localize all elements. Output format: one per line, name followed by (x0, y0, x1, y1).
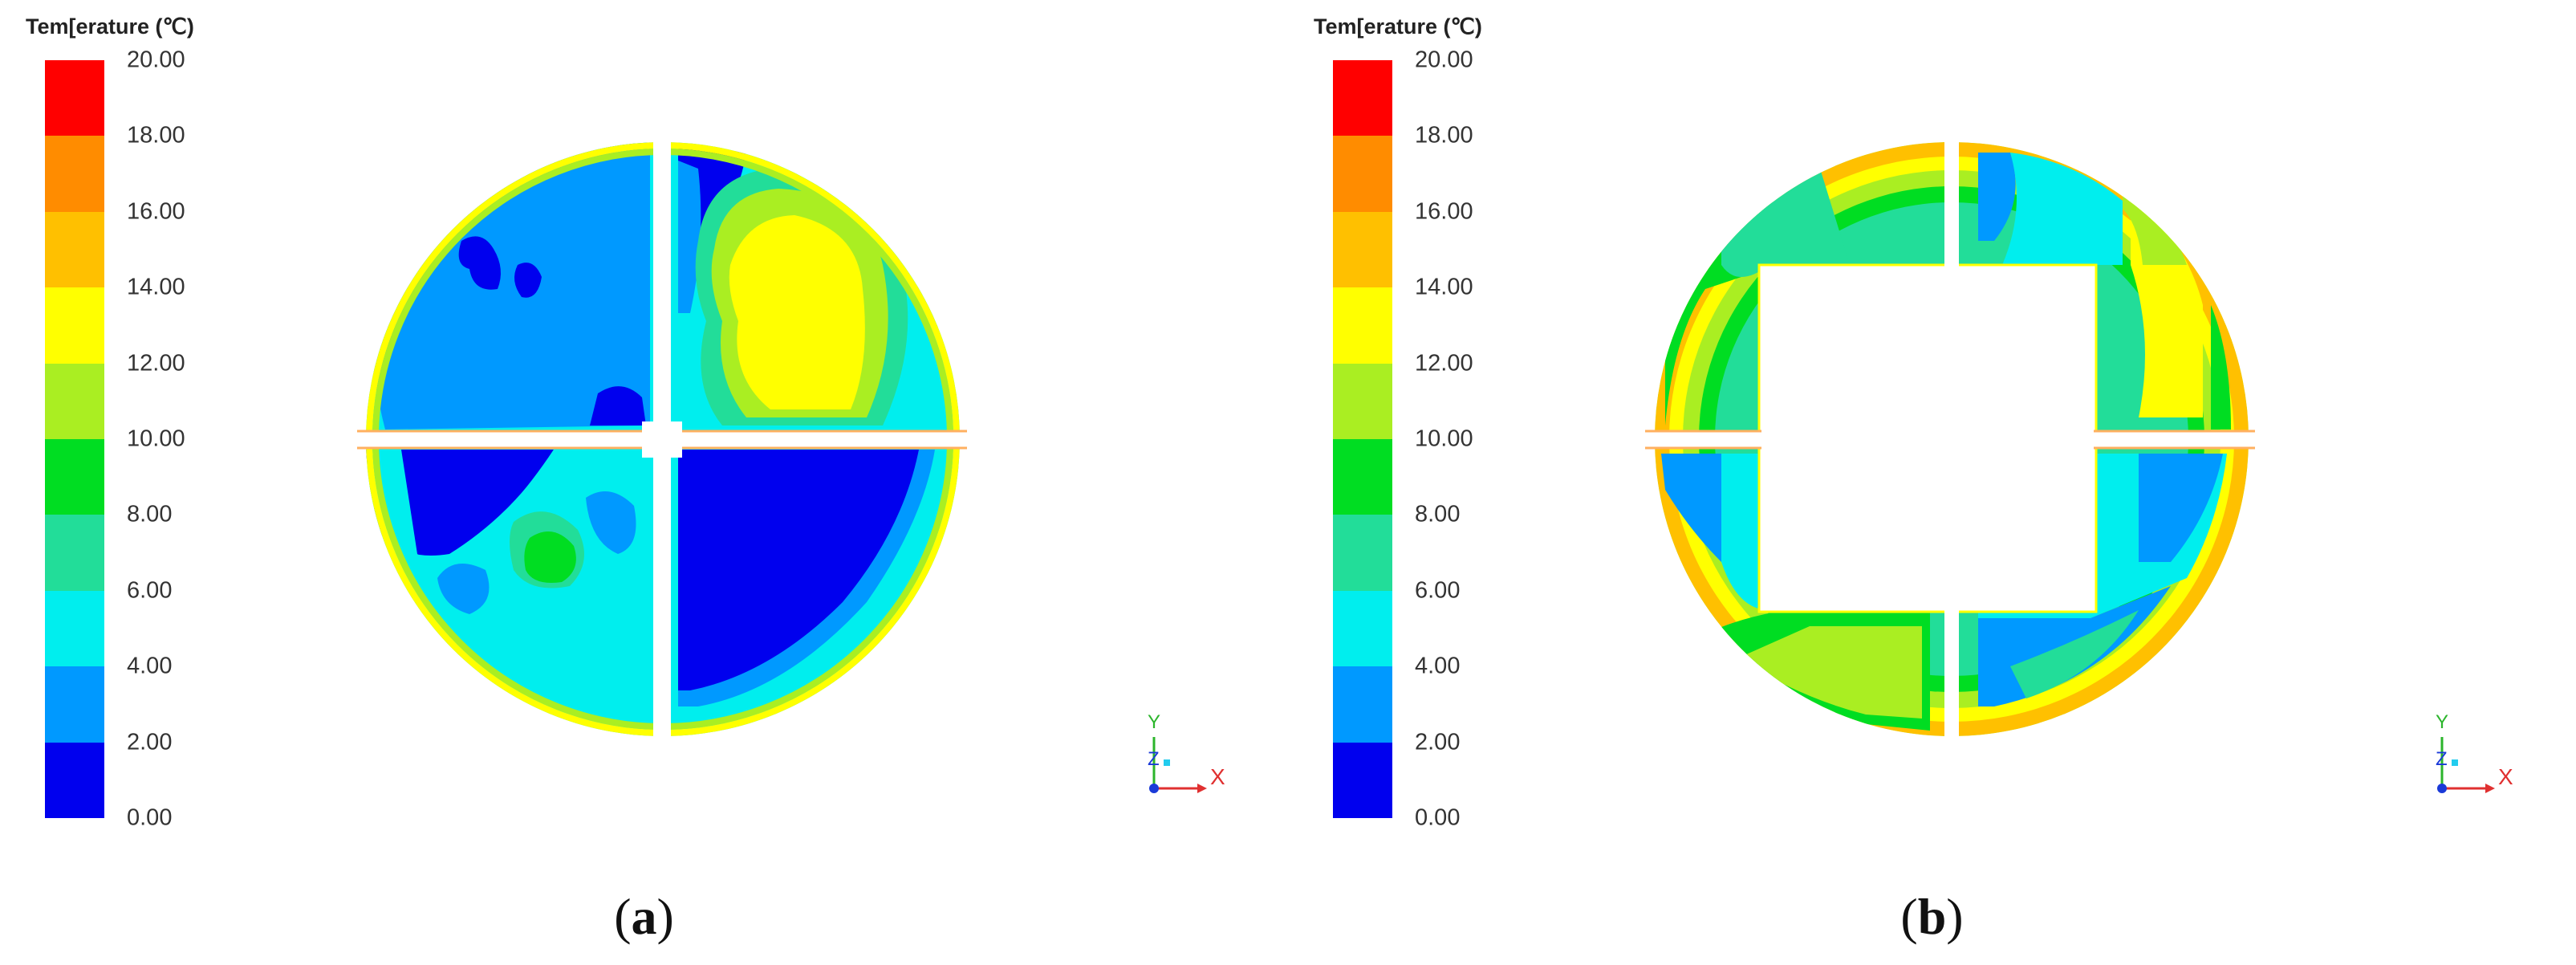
legend-swatch (1333, 666, 1392, 743)
legend-swatch (45, 590, 104, 667)
axis-x-label: X (1210, 764, 1225, 789)
legend-swatch (45, 287, 104, 364)
axis-x-label: X (2498, 764, 2513, 789)
legend-tick: 4.00 (127, 653, 173, 679)
color-legend-bar (1333, 60, 1392, 818)
legend-tick: 20.00 (1415, 47, 1473, 73)
legend-swatch (45, 363, 104, 439)
axis-y-label: Y (2436, 711, 2449, 733)
legend-tick: 12.00 (1415, 350, 1473, 377)
legend-tick: 18.00 (1415, 122, 1473, 149)
legend-swatch (45, 742, 104, 818)
axis-z-label: Z (1148, 748, 1160, 770)
legend-title: Tem[erature (℃) (1314, 14, 1482, 39)
color-legend-bar (45, 60, 104, 818)
legend-tick: 14.00 (1415, 274, 1473, 300)
legend-tick: 10.00 (127, 425, 185, 452)
legend-tick: 2.00 (127, 729, 173, 755)
legend-swatch (45, 666, 104, 743)
legend-swatch (45, 211, 104, 288)
legend-swatch (45, 438, 104, 515)
legend-tick: 10.00 (1415, 425, 1473, 452)
legend-swatch (1333, 287, 1392, 364)
legend-tick: 18.00 (127, 122, 185, 149)
legend-swatch (1333, 60, 1392, 136)
legend-tick: 6.00 (1415, 577, 1461, 604)
legend-tick: 16.00 (127, 198, 185, 225)
legend-swatch (1333, 742, 1392, 818)
panel-a: Tem[erature (℃) 20.00 18.00 16.00 14.00 … (0, 0, 1288, 945)
legend-swatch (45, 515, 104, 591)
legend-tick: 0.00 (1415, 804, 1461, 831)
axis-triad: Y Z X (2426, 711, 2522, 803)
legend-title: Tem[erature (℃) (26, 14, 194, 39)
legend-swatch (1333, 590, 1392, 667)
legend-swatch (1333, 438, 1392, 515)
legend-swatch (45, 136, 104, 212)
axis-y-label: Y (1148, 711, 1161, 733)
legend-swatch (1333, 211, 1392, 288)
axis-triad: Y Z X (1138, 711, 1234, 803)
axis-z-label: Z (2436, 748, 2448, 770)
legend-tick: 12.00 (127, 350, 185, 377)
temperature-field-a (353, 136, 971, 747)
legend-tick: 0.00 (127, 804, 173, 831)
caption-b: (b) (1900, 888, 1964, 945)
legend-tick: 2.00 (1415, 729, 1461, 755)
legend-tick: 6.00 (127, 577, 173, 604)
legend-swatch (45, 60, 104, 136)
legend-tick: 16.00 (1415, 198, 1473, 225)
legend-tick: 14.00 (127, 274, 185, 300)
legend-tick: 4.00 (1415, 653, 1461, 679)
legend-swatch (1333, 363, 1392, 439)
temperature-field-b (1641, 136, 2262, 747)
legend-tick: 8.00 (1415, 501, 1461, 527)
legend-swatch (1333, 136, 1392, 212)
legend-swatch (1333, 515, 1392, 591)
panel-b: Tem[erature (℃) 20.00 18.00 16.00 14.00 … (1288, 0, 2576, 945)
legend-tick: 20.00 (127, 47, 185, 73)
legend-tick: 8.00 (127, 501, 173, 527)
caption-a: (a) (614, 888, 674, 945)
